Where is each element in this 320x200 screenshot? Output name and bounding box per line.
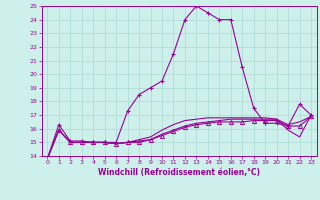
- X-axis label: Windchill (Refroidissement éolien,°C): Windchill (Refroidissement éolien,°C): [98, 168, 260, 177]
